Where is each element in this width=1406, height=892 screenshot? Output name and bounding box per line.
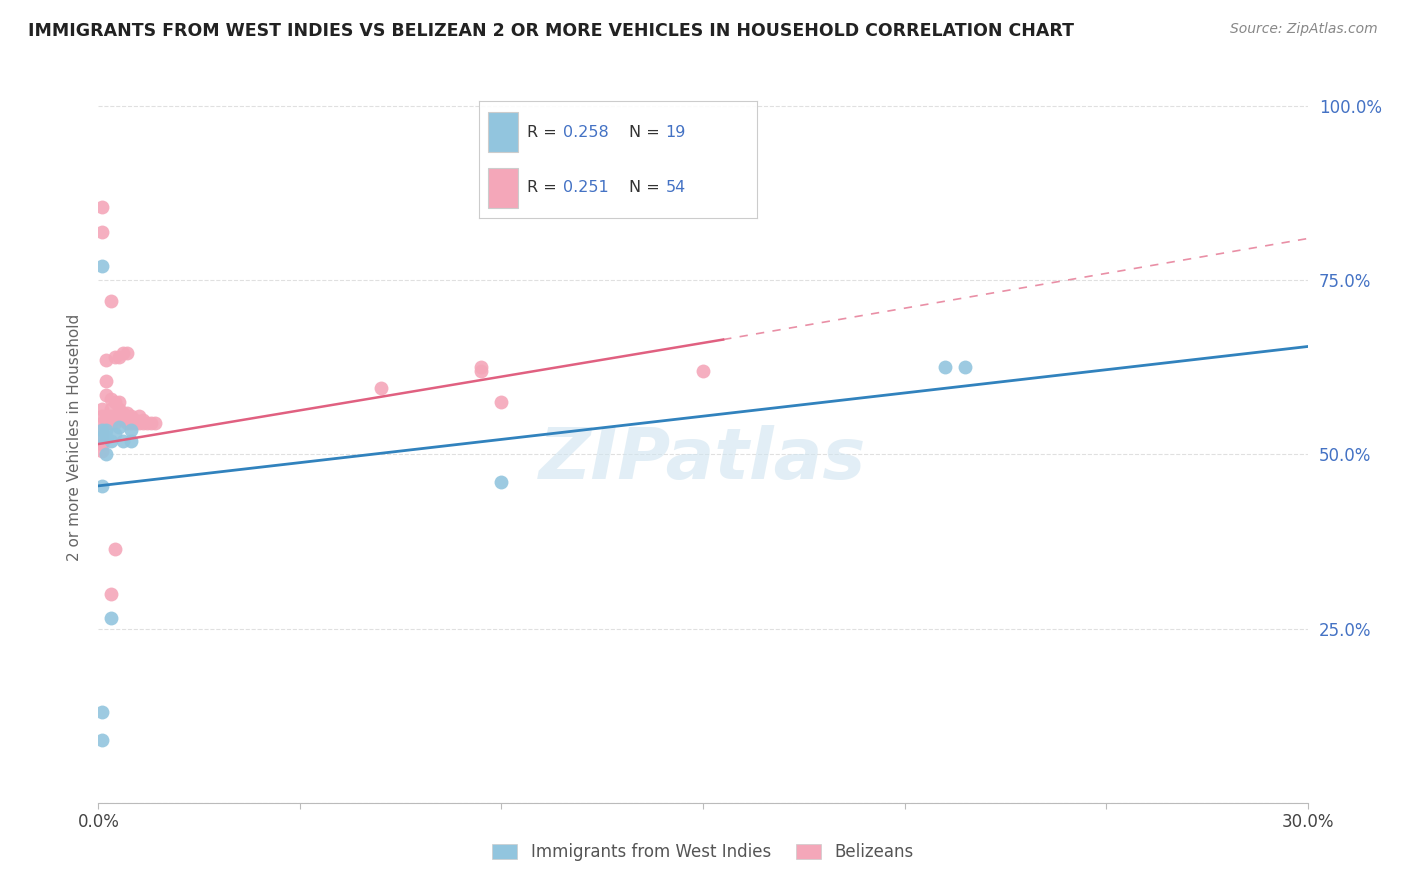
Point: [115, 412, 138, 426]
Point: [128, 416, 150, 430]
Point: [120, 409, 142, 424]
Point: [91, 416, 114, 430]
Point: [103, 426, 125, 441]
Point: [91, 225, 114, 239]
Point: [953, 360, 976, 375]
Point: [103, 395, 125, 409]
Point: [100, 409, 122, 424]
Point: [115, 406, 138, 420]
Point: [107, 409, 129, 424]
Point: [91, 430, 114, 444]
Point: [132, 416, 155, 430]
Point: [491, 395, 513, 409]
Point: [124, 416, 146, 430]
Point: [96, 388, 118, 402]
Point: [135, 416, 157, 430]
Point: [120, 423, 142, 437]
Text: Source: ZipAtlas.com: Source: ZipAtlas.com: [1230, 22, 1378, 37]
Point: [91, 444, 114, 458]
Point: [91, 402, 114, 417]
Y-axis label: 2 or more Vehicles in Household: 2 or more Vehicles in Household: [67, 313, 83, 561]
Point: [107, 419, 129, 434]
Point: [100, 611, 122, 625]
Point: [111, 412, 134, 426]
Point: [96, 416, 118, 430]
Point: [103, 416, 125, 430]
Point: [143, 416, 166, 430]
Point: [120, 434, 142, 448]
Legend: Immigrants from West Indies, Belizeans: Immigrants from West Indies, Belizeans: [485, 837, 921, 868]
Point: [91, 437, 114, 451]
Point: [115, 416, 138, 430]
Point: [107, 402, 129, 417]
Point: [100, 587, 122, 601]
Point: [470, 364, 492, 378]
Point: [100, 416, 122, 430]
Point: [96, 353, 118, 368]
Point: [91, 423, 114, 437]
Point: [100, 434, 122, 448]
Point: [91, 200, 114, 214]
Point: [139, 416, 162, 430]
Point: [491, 475, 513, 490]
Point: [120, 416, 142, 430]
Point: [103, 541, 125, 556]
Point: [107, 350, 129, 364]
Point: [111, 434, 134, 448]
Point: [91, 423, 114, 437]
Point: [91, 705, 114, 719]
Point: [91, 260, 114, 274]
Point: [132, 412, 155, 426]
Point: [111, 409, 134, 424]
Point: [103, 350, 125, 364]
Point: [96, 423, 118, 437]
Point: [111, 406, 134, 420]
Point: [96, 375, 118, 389]
Point: [100, 392, 122, 406]
Point: [96, 430, 118, 444]
Point: [100, 294, 122, 309]
Point: [111, 346, 134, 360]
Point: [100, 402, 122, 417]
Text: IMMIGRANTS FROM WEST INDIES VS BELIZEAN 2 OR MORE VEHICLES IN HOUSEHOLD CORRELAT: IMMIGRANTS FROM WEST INDIES VS BELIZEAN …: [28, 22, 1074, 40]
Point: [934, 360, 956, 375]
Point: [91, 409, 114, 424]
Point: [100, 416, 122, 430]
Text: ZIPatlas: ZIPatlas: [540, 425, 866, 493]
Point: [370, 381, 392, 395]
Point: [96, 448, 118, 462]
Point: [470, 360, 492, 375]
Point: [107, 395, 129, 409]
Point: [124, 412, 146, 426]
Point: [115, 346, 138, 360]
Point: [103, 409, 125, 424]
Point: [128, 409, 150, 424]
Point: [91, 733, 114, 747]
Point: [96, 409, 118, 424]
Point: [91, 479, 114, 493]
Point: [91, 430, 114, 444]
Point: [692, 364, 714, 378]
